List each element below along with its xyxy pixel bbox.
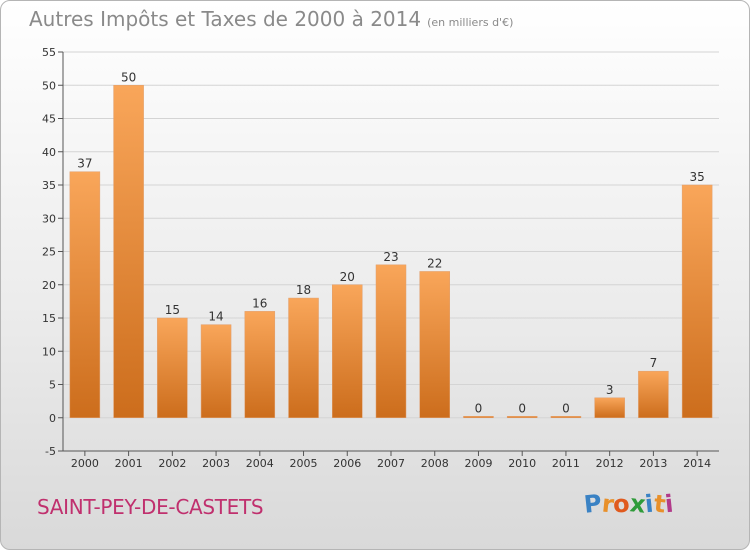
x-tick-label: 2002 [158, 457, 186, 470]
chart-title-text: Autres Impôts et Taxes de 2000 à 2014 [29, 7, 422, 31]
x-tick-label: 2010 [508, 457, 536, 470]
data-label: 50 [121, 70, 136, 84]
bar [419, 271, 450, 419]
chart-title: Autres Impôts et Taxes de 2000 à 2014 (en… [29, 7, 513, 31]
data-label: 15 [165, 303, 180, 317]
bar [681, 184, 713, 418]
data-label: 16 [252, 296, 267, 310]
y-tick-label: 25 [42, 246, 56, 259]
x-tick-label: 2003 [202, 457, 230, 470]
bar [638, 370, 669, 419]
data-label: 23 [383, 250, 398, 264]
x-tick-label: 2012 [596, 457, 624, 470]
logo-letter: i [663, 489, 675, 519]
bar [375, 264, 407, 418]
y-tick-label: 45 [42, 113, 56, 126]
y-tick-label: 55 [42, 46, 56, 59]
data-label: 3 [606, 383, 614, 397]
y-tick-label: 50 [42, 79, 56, 92]
x-tick-label: 2013 [639, 457, 667, 470]
x-tick-label: 2014 [683, 457, 711, 470]
y-tick-label: -5 [45, 445, 56, 458]
x-tick-label: 2005 [290, 457, 318, 470]
bar [332, 284, 363, 418]
commune-name: SAINT-PEY-DE-CASTETS [37, 495, 264, 519]
bar [157, 317, 188, 418]
bar [244, 311, 276, 419]
bar [594, 397, 625, 418]
data-label: 35 [689, 170, 704, 184]
proxiti-logo: Proxiti [583, 489, 675, 519]
bar [69, 171, 101, 418]
bar [463, 416, 494, 418]
y-tick-label: 20 [42, 279, 56, 292]
unit-label: (en milliers d'€) [427, 16, 514, 29]
bar [200, 324, 232, 418]
bar [550, 416, 582, 418]
y-tick-label: 0 [49, 412, 56, 425]
data-label: 7 [650, 356, 658, 370]
data-label: 0 [475, 401, 483, 415]
x-tick-label: 2004 [246, 457, 274, 470]
y-tick-label: 15 [42, 312, 56, 325]
data-label: 20 [340, 270, 355, 284]
y-tick-label: 35 [42, 179, 56, 192]
x-tick-label: 2000 [71, 457, 99, 470]
y-tick-label: 40 [42, 146, 56, 159]
data-label: 22 [427, 256, 442, 270]
x-tick-label: 2009 [464, 457, 492, 470]
y-tick-label: 10 [42, 345, 56, 358]
bar [113, 85, 144, 418]
x-tick-label: 2006 [333, 457, 361, 470]
x-tick-label: 2011 [552, 457, 580, 470]
x-tick-label: 2001 [115, 457, 143, 470]
data-label: 37 [77, 157, 92, 171]
bar [288, 297, 319, 418]
x-tick-label: 2007 [377, 457, 405, 470]
data-label: 18 [296, 283, 311, 297]
data-label: 0 [518, 401, 526, 415]
y-tick-label: 30 [42, 212, 56, 225]
data-label: 0 [562, 401, 570, 415]
x-tick-label: 2008 [421, 457, 449, 470]
data-label: 14 [208, 310, 223, 324]
bar [506, 416, 538, 418]
y-tick-label: 5 [49, 379, 56, 392]
